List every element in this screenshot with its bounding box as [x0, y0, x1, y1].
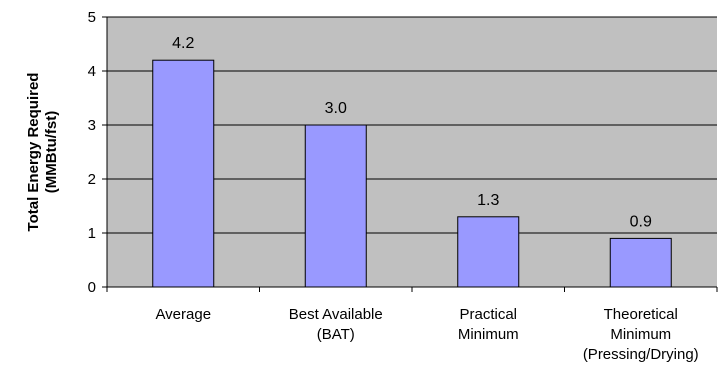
data-label: 3.0 — [325, 100, 347, 117]
y-axis-title-line-2: (MMBtu/fst) — [43, 111, 60, 193]
x-category-label: Best Available — [289, 306, 383, 323]
bar — [304, 124, 367, 288]
bar — [457, 216, 520, 288]
y-tick-label: 0 — [88, 279, 96, 296]
y-tick-label: 4 — [88, 63, 96, 80]
data-label: 4.2 — [172, 35, 194, 52]
y-tick-label: 5 — [88, 9, 96, 26]
bar — [152, 59, 215, 288]
x-category-label: (BAT) — [317, 326, 355, 343]
data-label: 0.9 — [630, 213, 652, 230]
x-category-label: Practical — [459, 306, 517, 323]
x-category-label: (Pressing/Drying) — [583, 346, 699, 363]
x-category-label: Minimum — [458, 326, 519, 343]
bar — [609, 237, 672, 288]
y-tick-label: 2 — [88, 171, 96, 188]
x-category-label: Theoretical — [604, 306, 678, 323]
y-tick-label: 1 — [88, 225, 96, 242]
data-label: 1.3 — [477, 192, 499, 209]
x-category-label: Average — [155, 306, 211, 323]
x-axis: Average Best Available (BAT) Practical Minim… — [106, 286, 718, 363]
y-axis: 0 1 2 3 4 5 — [88, 9, 108, 296]
x-category-label: Minimum — [610, 326, 671, 343]
y-tick-label: 3 — [88, 117, 96, 134]
y-axis-title-line-1: Total Energy Required — [25, 73, 42, 232]
bars — [152, 59, 672, 288]
data-labels: 4.2 3.0 1.3 0.9 — [172, 35, 652, 230]
